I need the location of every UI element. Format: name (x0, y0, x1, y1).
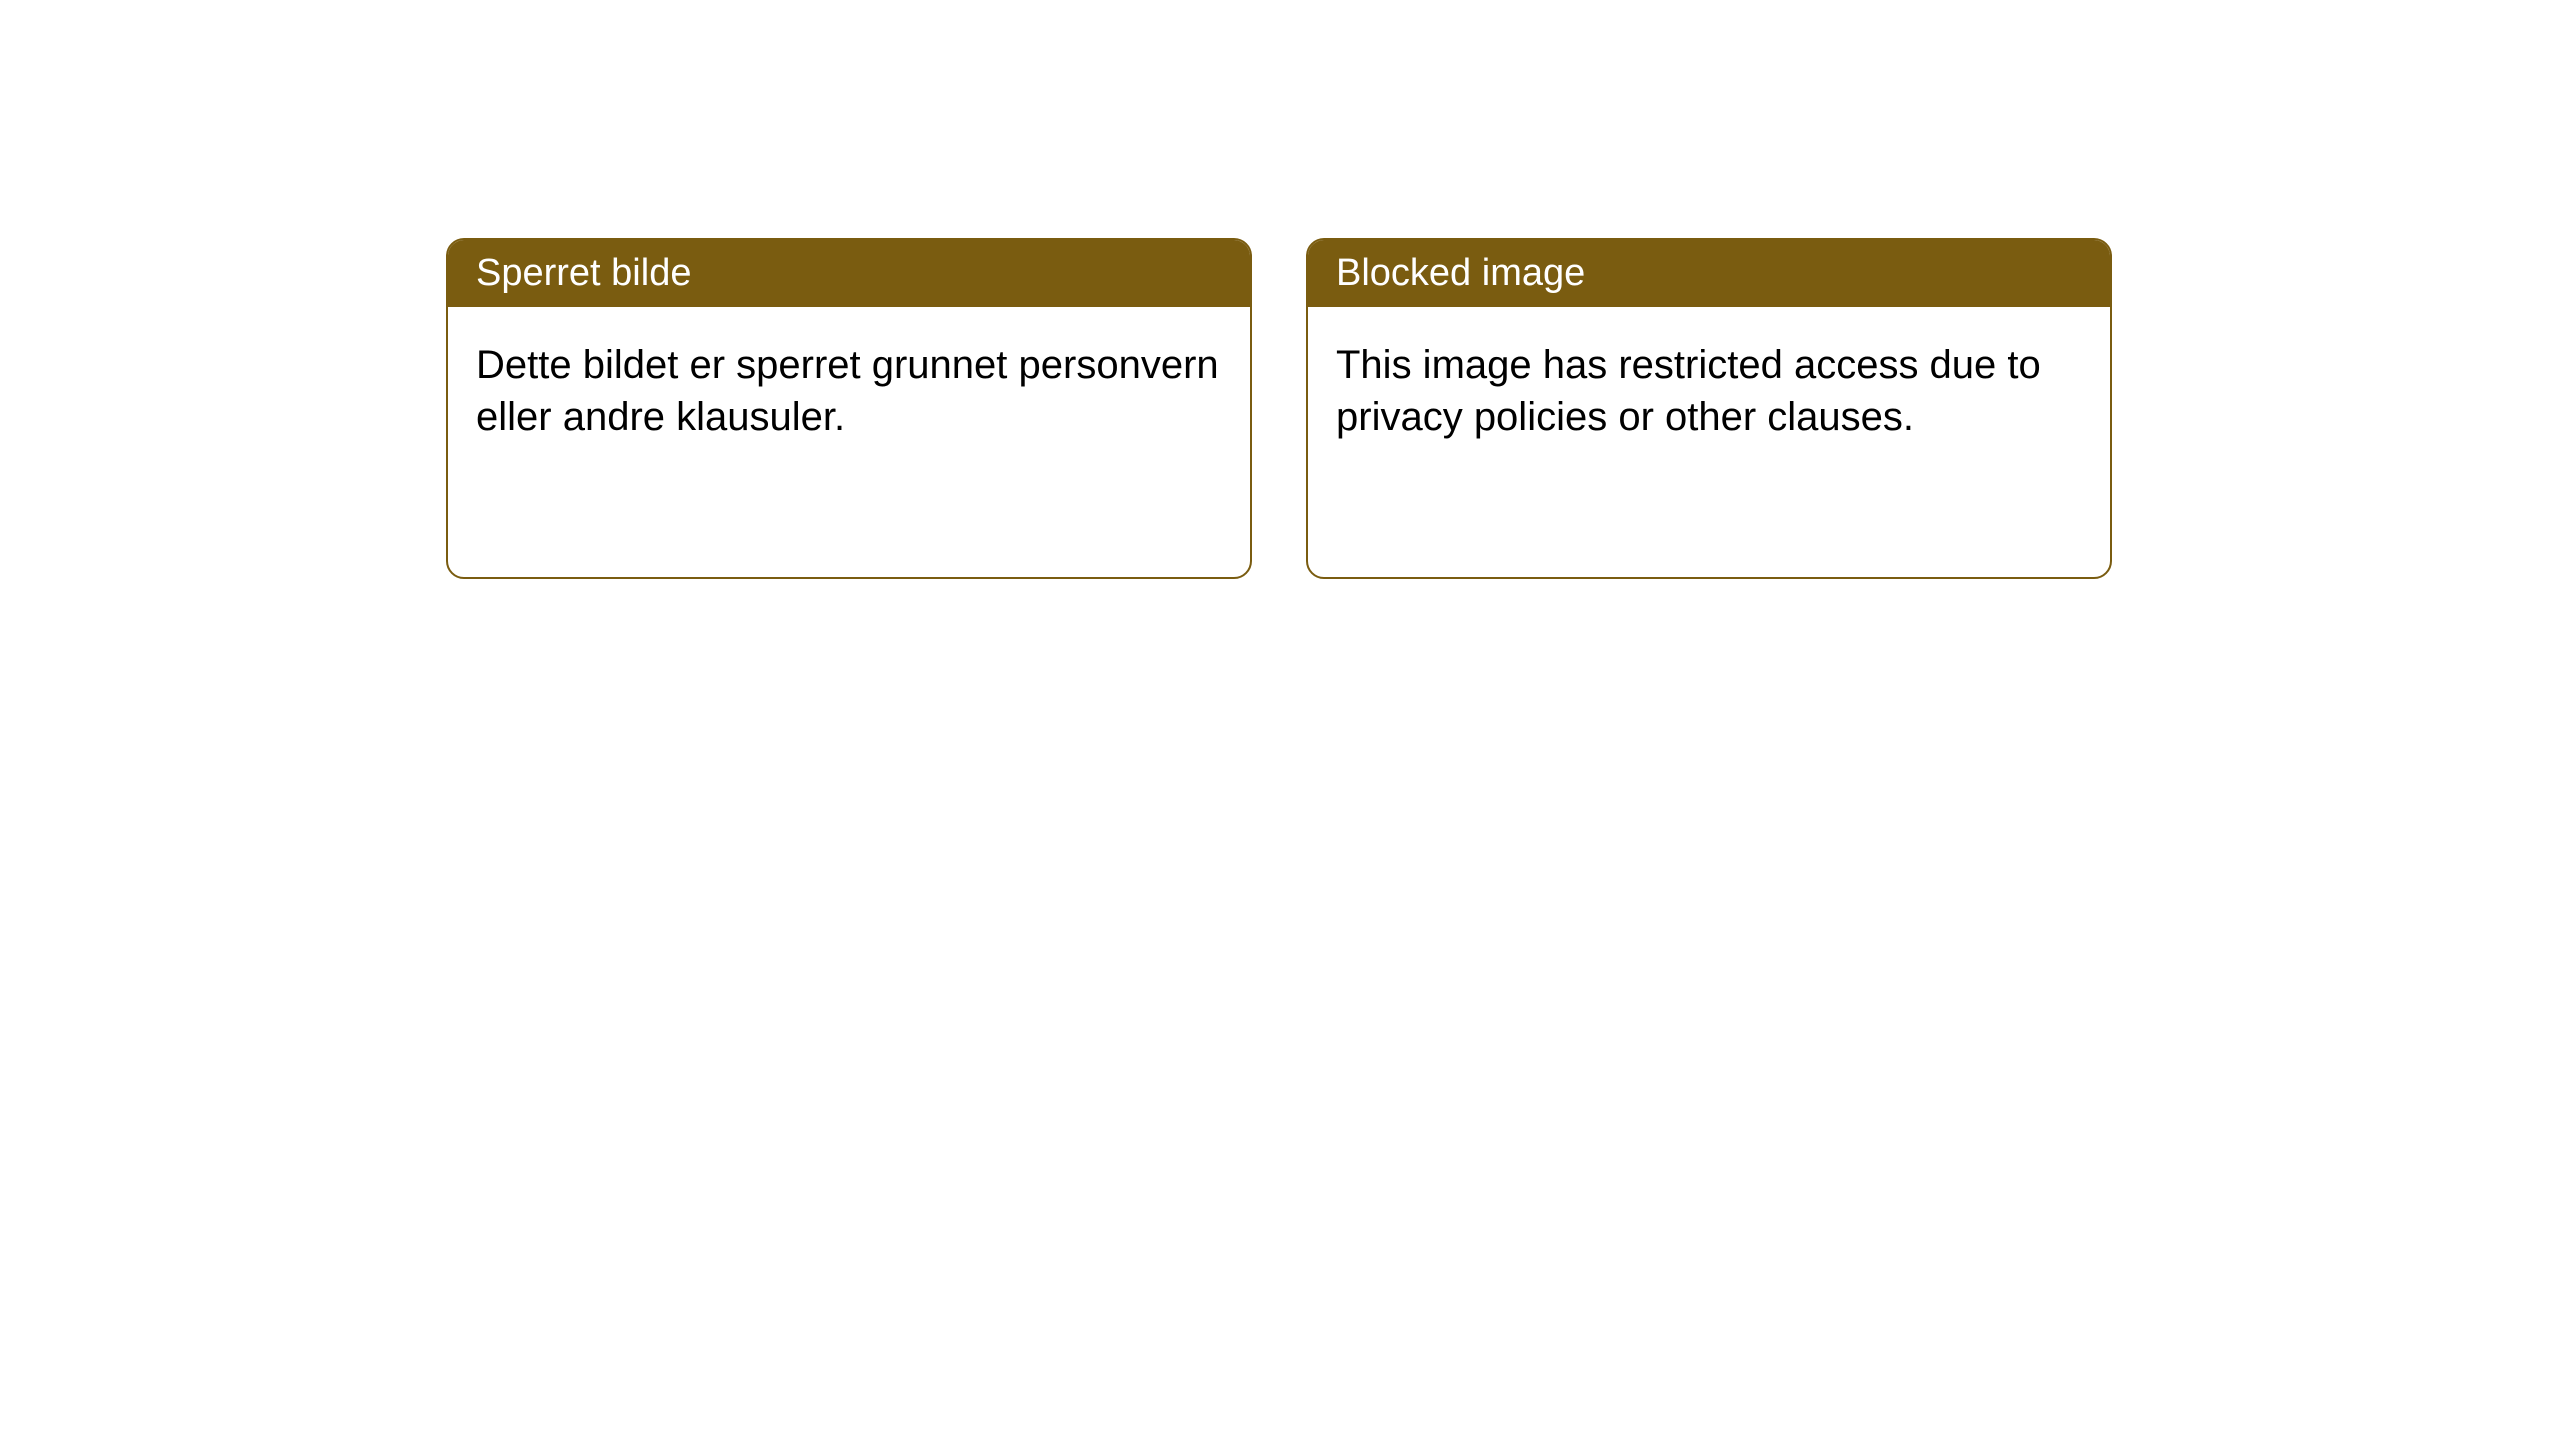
notice-text-english: This image has restricted access due to … (1336, 343, 2041, 439)
notice-header-norwegian: Sperret bilde (448, 240, 1250, 307)
notice-card-norwegian: Sperret bilde Dette bildet er sperret gr… (446, 238, 1252, 579)
notice-card-english: Blocked image This image has restricted … (1306, 238, 2112, 579)
notice-body-english: This image has restricted access due to … (1308, 307, 2110, 577)
notice-body-norwegian: Dette bildet er sperret grunnet personve… (448, 307, 1250, 577)
notice-title-norwegian: Sperret bilde (476, 252, 691, 294)
notice-title-english: Blocked image (1336, 252, 1585, 294)
notice-container: Sperret bilde Dette bildet er sperret gr… (446, 238, 2112, 579)
notice-header-english: Blocked image (1308, 240, 2110, 307)
notice-text-norwegian: Dette bildet er sperret grunnet personve… (476, 343, 1219, 439)
